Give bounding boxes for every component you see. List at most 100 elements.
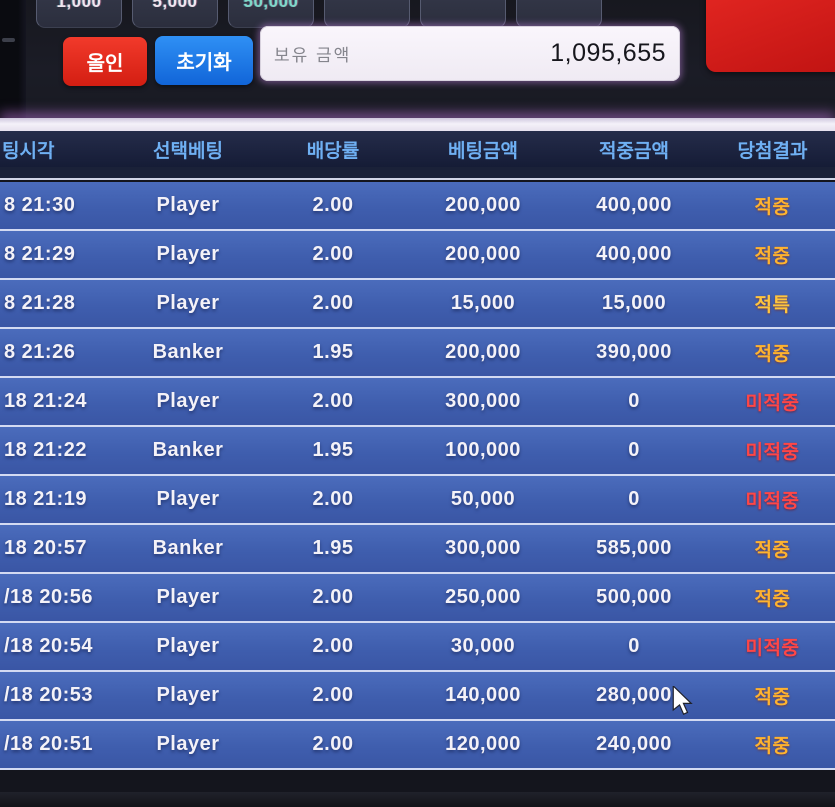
bezel-tick — [2, 38, 15, 42]
cell-odds: 1.95 — [312, 341, 354, 363]
table-header-row: 팅시각 선택베팅 배당률 베팅금액 적중금액 당첨결과 — [0, 131, 835, 167]
table-row: 18 21:24 Player 2.00 300,000 0 미적중 — [0, 378, 835, 427]
cell-result: 미적중 — [745, 491, 800, 512]
cell-odds: 2.00 — [312, 292, 354, 314]
cell-bet-amount: 140,000 — [445, 684, 521, 706]
cell-result: 적중 — [754, 246, 791, 267]
chip-row: 1,000 5,000 50,000 — [36, 0, 602, 28]
table-row: /18 20:51 Player 2.00 120,000 240,000 적중 — [0, 721, 835, 770]
cell-result: 미적중 — [745, 393, 800, 414]
table-row: /18 20:56 Player 2.00 250,000 500,000 적중 — [0, 574, 835, 623]
cell-win-amount: 15,000 — [601, 292, 667, 314]
cell-result: 적특 — [754, 295, 791, 316]
chip-button[interactable] — [420, 0, 506, 28]
chip-button[interactable]: 5,000 — [132, 0, 218, 28]
cell-pick: Banker — [152, 439, 224, 461]
cell-pick: Player — [156, 194, 220, 216]
bet-button[interactable] — [706, 0, 835, 72]
cell-bet-time: 18 21:19 — [4, 488, 87, 510]
cell-result: 적중 — [754, 736, 791, 757]
reset-button[interactable]: 초기화 — [155, 36, 253, 85]
cell-win-amount: 400,000 — [596, 194, 672, 216]
top-control-panel: 1,000 5,000 50,000 올인 초기화 보유 금액 1,095,65… — [0, 0, 835, 118]
cell-bet-time: 8 21:30 — [4, 194, 76, 216]
cell-win-amount: 0 — [628, 635, 640, 657]
header-result: 당첨결과 — [737, 140, 808, 162]
cell-result: 미적중 — [745, 442, 800, 463]
cell-win-amount: 500,000 — [596, 586, 672, 608]
cell-bet-time: 18 21:22 — [4, 439, 87, 461]
cell-odds: 2.00 — [312, 194, 354, 216]
cell-bet-time: 18 21:24 — [4, 390, 87, 412]
chip-button[interactable] — [516, 0, 602, 28]
mouse-cursor — [672, 686, 693, 716]
table-row: 8 21:28 Player 2.00 15,000 15,000 적특 — [0, 280, 835, 329]
table-row: /18 20:54 Player 2.00 30,000 0 미적중 — [0, 623, 835, 672]
cell-odds: 2.00 — [312, 243, 354, 265]
cell-pick: Player — [156, 635, 220, 657]
cell-bet-amount: 300,000 — [445, 537, 521, 559]
cell-pick: Banker — [152, 537, 224, 559]
cell-pick: Player — [156, 243, 220, 265]
cell-odds: 2.00 — [312, 635, 354, 657]
cell-bet-time: /18 20:54 — [4, 635, 94, 657]
cell-result: 적중 — [754, 344, 791, 365]
cell-win-amount: 280,000 — [596, 684, 672, 706]
chip-button[interactable] — [324, 0, 410, 28]
chip-label: 50,000 — [243, 0, 299, 11]
balance-field[interactable]: 보유 금액 1,095,655 — [260, 26, 680, 81]
balance-label: 보유 금액 — [274, 46, 352, 65]
chip-button[interactable]: 1,000 — [36, 0, 122, 28]
chip-button[interactable]: 50,000 — [228, 0, 314, 28]
cell-win-amount: 240,000 — [596, 733, 672, 755]
cell-win-amount: 0 — [628, 439, 640, 461]
cell-pick: Player — [156, 733, 220, 755]
cell-result: 적중 — [754, 687, 791, 708]
header-win-amount: 적중금액 — [599, 140, 669, 162]
cell-bet-time: /18 20:53 — [4, 684, 94, 706]
cell-bet-time: /18 20:51 — [4, 733, 94, 755]
table-row: 18 21:22 Banker 1.95 100,000 0 미적중 — [0, 427, 835, 476]
header-pick: 선택베팅 — [153, 140, 223, 162]
cell-win-amount: 0 — [628, 488, 640, 510]
cell-win-amount: 0 — [628, 390, 640, 412]
cell-bet-time: 8 21:29 — [4, 243, 76, 265]
cell-bet-time: 8 21:26 — [4, 341, 76, 363]
table-row: 8 21:26 Banker 1.95 200,000 390,000 적중 — [0, 329, 835, 378]
cell-odds: 2.00 — [312, 488, 354, 510]
cell-win-amount: 400,000 — [596, 243, 672, 265]
cell-odds: 2.00 — [312, 586, 354, 608]
chip-label: 5,000 — [152, 0, 198, 11]
cell-bet-amount: 300,000 — [445, 390, 521, 412]
history-rows: 8 21:30 Player 2.00 200,000 400,000 적중 8… — [0, 182, 835, 770]
cell-result: 적중 — [754, 589, 791, 610]
cell-pick: Player — [156, 488, 220, 510]
cell-win-amount: 390,000 — [596, 341, 672, 363]
cell-win-amount: 585,000 — [596, 537, 672, 559]
table-row: /18 20:53 Player 2.00 140,000 280,000 적중 — [0, 672, 835, 721]
cell-bet-amount: 30,000 — [450, 635, 516, 657]
cell-bet-amount: 100,000 — [445, 439, 521, 461]
cell-odds: 1.95 — [312, 439, 354, 461]
divider-band — [0, 118, 835, 131]
header-bet-time: 팅시각 — [2, 140, 55, 162]
cell-pick: Banker — [152, 341, 224, 363]
table-row: 8 21:29 Player 2.00 200,000 400,000 적중 — [0, 231, 835, 280]
cell-bet-amount: 15,000 — [450, 292, 516, 314]
cell-pick: Player — [156, 684, 220, 706]
cell-pick: Player — [156, 390, 220, 412]
balance-value: 1,095,655 — [550, 39, 666, 67]
cell-odds: 1.95 — [312, 537, 354, 559]
table-row: 18 20:57 Banker 1.95 300,000 585,000 적중 — [0, 525, 835, 574]
table-row: 18 21:19 Player 2.00 50,000 0 미적중 — [0, 476, 835, 525]
cell-bet-amount: 50,000 — [450, 488, 516, 510]
cell-pick: Player — [156, 292, 220, 314]
all-in-button[interactable]: 올인 — [63, 37, 147, 86]
table-row: 8 21:30 Player 2.00 200,000 400,000 적중 — [0, 182, 835, 231]
cell-bet-time: /18 20:56 — [4, 586, 94, 608]
cell-odds: 2.00 — [312, 390, 354, 412]
header-odds: 배당률 — [306, 140, 360, 162]
cell-odds: 2.00 — [312, 684, 354, 706]
bottom-strip — [0, 792, 835, 807]
